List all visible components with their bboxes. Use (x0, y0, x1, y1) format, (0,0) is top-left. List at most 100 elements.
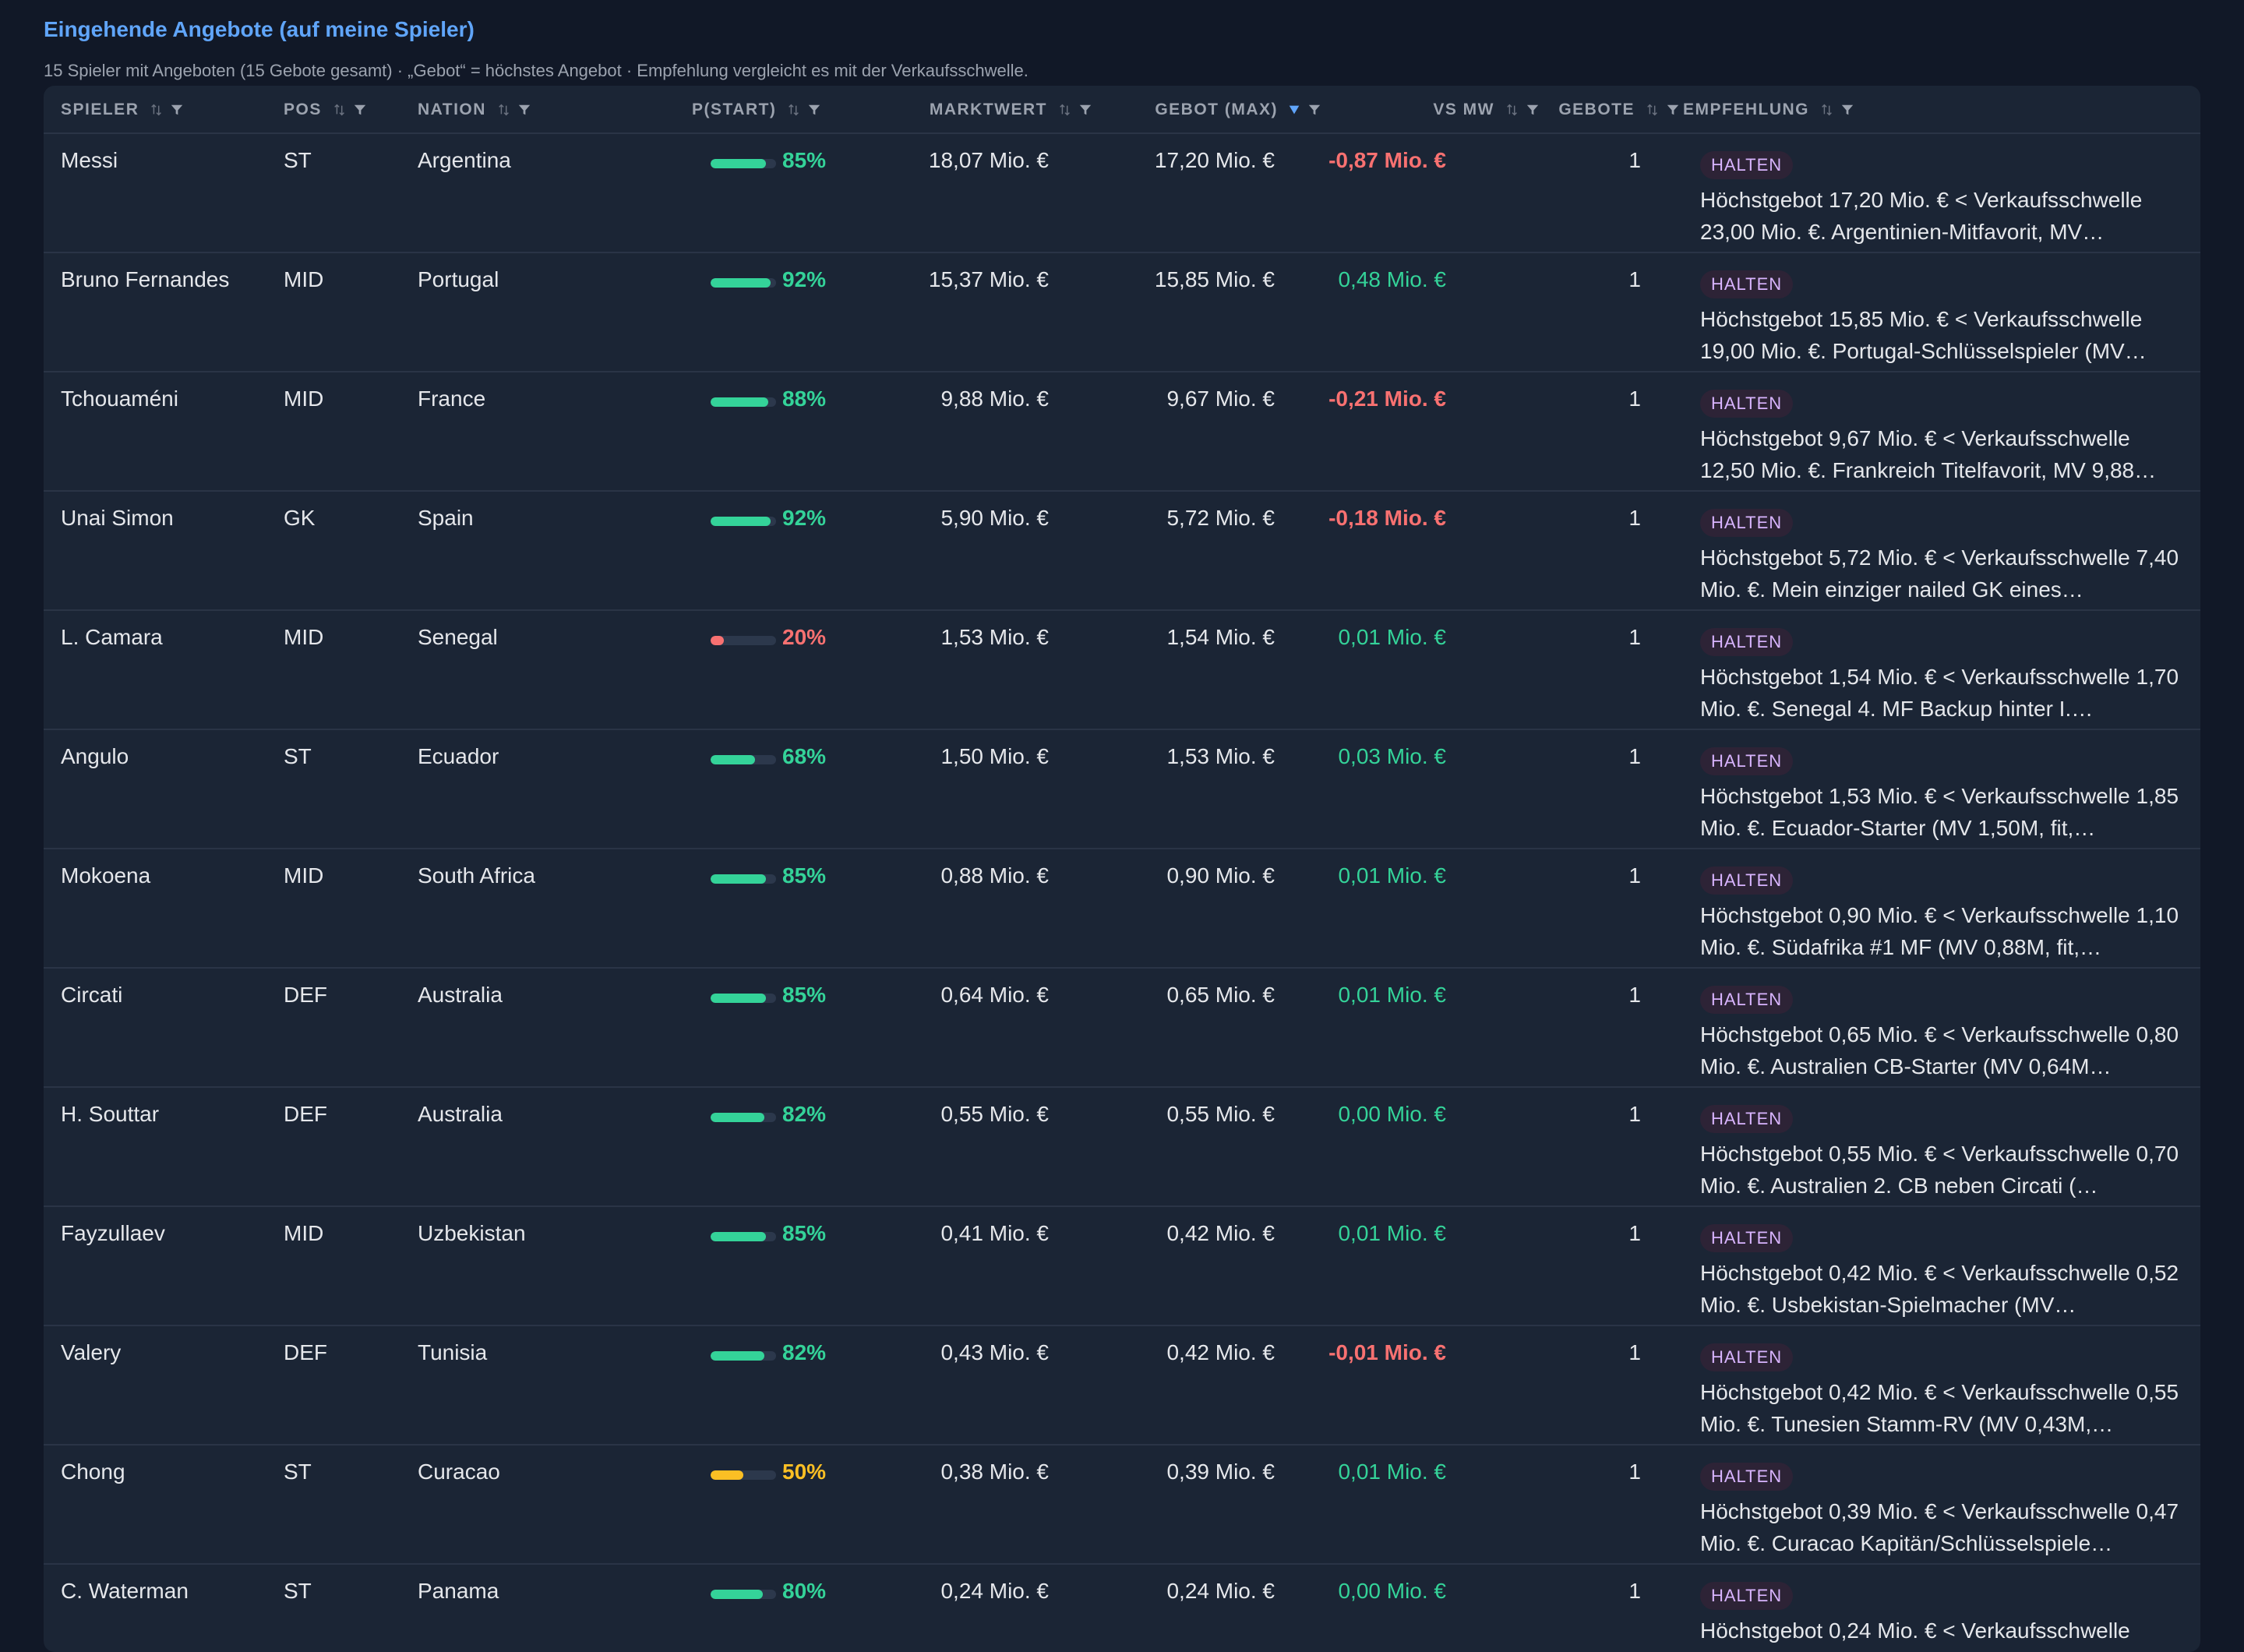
cell-vsmw: 0,01 Mio. € (1338, 1460, 1446, 1484)
cell-pos: DEF (284, 983, 327, 1007)
cell-nation: South Africa (418, 863, 535, 888)
table-row[interactable]: L. Camara MID Senegal 1,53 Mio. € 1,54 Mio. … (44, 611, 2200, 730)
sort-icon[interactable] (1505, 102, 1519, 118)
column-header-label: POS (284, 101, 322, 118)
cell-spieler[interactable]: Tchouaméni (61, 387, 178, 411)
cell-spieler[interactable]: Fayzullaev (61, 1221, 165, 1245)
filter-icon[interactable] (807, 103, 821, 117)
recommendation-badge: HALTEN (1700, 1343, 1794, 1371)
cell-spieler[interactable]: C. Waterman (61, 1579, 189, 1603)
cell-pos: ST (284, 1579, 312, 1603)
cell-vsmw: 0,00 Mio. € (1338, 1579, 1446, 1603)
start-probability-value: 82% (782, 1340, 827, 1364)
cell-marktwert: 0,24 Mio. € (940, 1579, 1049, 1603)
column-header-gebote[interactable]: GEBOTE (1547, 86, 1680, 134)
filter-icon[interactable] (1307, 103, 1321, 117)
cell-nation: Argentina (418, 148, 511, 172)
start-probability-bar (711, 1113, 776, 1122)
sort-icon[interactable] (333, 102, 347, 118)
table-row[interactable]: Chong ST Curacao 0,38 Mio. € 0,39 Mio. € 0,01… (44, 1446, 2200, 1565)
table-row[interactable]: Angulo ST Ecuador 1,50 Mio. € 1,53 Mio. € 0,0… (44, 730, 2200, 849)
start-probability-bar (711, 994, 776, 1003)
table-row[interactable]: Messi ST Argentina 18,07 Mio. € 17,20 Mio. €… (44, 134, 2200, 253)
table-row[interactable]: Unai Simon GK Spain 5,90 Mio. € 5,72 Mio. € -… (44, 492, 2200, 611)
table-row[interactable]: Circati DEF Australia 0,64 Mio. € 0,65 Mio. … (44, 969, 2200, 1088)
column-header-empfehlung[interactable]: EMPFEHLUNG (1683, 86, 1917, 134)
column-header-label: EMPFEHLUNG (1683, 101, 1809, 118)
start-probability-bar (711, 874, 776, 884)
recommendation-badge: HALTEN (1700, 628, 1794, 656)
recommendation-badge: HALTEN (1700, 1105, 1794, 1133)
cell-marktwert: 0,43 Mio. € (940, 1340, 1049, 1364)
start-probability-value: 88% (782, 387, 827, 411)
cell-spieler[interactable]: Valery (61, 1340, 122, 1364)
table-row[interactable]: Tchouaméni MID France 9,88 Mio. € 9,67 Mio. … (44, 372, 2200, 492)
sort-icon[interactable] (1058, 102, 1072, 118)
sort-icon[interactable] (787, 102, 801, 118)
table-row[interactable]: C. Waterman ST Panama 0,24 Mio. € 0,24 Mio. … (44, 1565, 2200, 1652)
cell-gebot: 9,67 Mio. € (1166, 387, 1275, 411)
start-probability-value: 85% (782, 1221, 827, 1245)
cell-pos: MID (284, 863, 324, 888)
start-probability-fill (711, 874, 767, 884)
column-header-spieler[interactable]: SPIELER (61, 86, 263, 134)
table-row[interactable]: Fayzullaev MID Uzbekistan 0,41 Mio. € 0,42 M… (44, 1207, 2200, 1326)
sort-icon[interactable] (1646, 102, 1660, 118)
column-header-nation[interactable]: NATION (418, 86, 651, 134)
cell-vsmw: -0,21 Mio. € (1328, 387, 1446, 411)
table-row[interactable]: Bruno Fernandes MID Portugal 15,37 Mio. € 15… (44, 253, 2200, 372)
start-probability-fill (711, 1351, 764, 1361)
start-probability-fill (711, 159, 767, 168)
start-probability-fill (711, 1232, 767, 1241)
cell-spieler[interactable]: Bruno Fernandes (61, 267, 230, 291)
cell-spieler[interactable]: Circati (61, 983, 123, 1007)
cell-spieler[interactable]: Angulo (61, 744, 129, 768)
column-header-pos[interactable]: POS (284, 86, 400, 134)
start-probability-bar (711, 1590, 776, 1599)
cell-spieler[interactable]: L. Camara (61, 625, 163, 649)
filter-icon[interactable] (1078, 103, 1092, 117)
sort-icon[interactable] (150, 102, 164, 118)
sort-icon[interactable] (497, 102, 511, 118)
cell-spieler[interactable]: Chong (61, 1460, 125, 1484)
column-header-marktwert[interactable]: MARKTWERT (877, 86, 1092, 134)
cell-gebote: 1 (1628, 1221, 1641, 1245)
cell-vsmw: 0,01 Mio. € (1338, 1221, 1446, 1245)
recommendation-text: Höchstgebot 1,53 Mio. € < Verkaufsschwel… (1700, 784, 2179, 840)
filter-icon[interactable] (1526, 103, 1540, 117)
table-header: SPIELER POS NATION P(START) MARKTWERT GEBOT (… (44, 86, 2200, 134)
table-row[interactable]: Mokoena MID South Africa 0,88 Mio. € 0,90 Mi… (44, 849, 2200, 969)
start-probability-bar (711, 159, 776, 168)
cell-nation: Curacao (418, 1460, 500, 1484)
cell-spieler[interactable]: Messi (61, 148, 118, 172)
column-header-vsmw[interactable]: VS MW (1329, 86, 1540, 134)
column-header-pstart[interactable]: P(START) (692, 86, 879, 134)
column-header-gebot[interactable]: GEBOT (MAX) (1103, 86, 1321, 134)
cell-gebot: 15,85 Mio. € (1154, 267, 1275, 291)
table-row[interactable]: H. Souttar DEF Australia 0,55 Mio. € 0,55 Mi… (44, 1088, 2200, 1207)
start-probability-fill (711, 1590, 764, 1599)
cell-gebote: 1 (1628, 1460, 1641, 1484)
filter-icon[interactable] (1666, 103, 1680, 117)
column-header-label: GEBOTE (1558, 101, 1635, 118)
filter-icon[interactable] (1840, 103, 1854, 117)
filter-icon[interactable] (170, 103, 184, 117)
table-row[interactable]: Valery DEF Tunisia 0,43 Mio. € 0,42 Mio. € -0… (44, 1326, 2200, 1446)
start-probability-value: 92% (782, 506, 827, 530)
start-probability-bar (711, 755, 776, 764)
start-probability-fill (711, 517, 771, 526)
cell-gebote: 1 (1628, 625, 1641, 649)
start-probability-fill (711, 636, 724, 645)
recommendation-badge: HALTEN (1700, 509, 1794, 537)
cell-spieler[interactable]: H. Souttar (61, 1102, 160, 1126)
start-probability-bar (711, 1232, 776, 1241)
filter-icon[interactable] (353, 103, 367, 117)
recommendation-text: Höchstgebot 0,90 Mio. € < Verkaufsschwel… (1700, 903, 2179, 959)
cell-gebote: 1 (1628, 744, 1641, 768)
sort-desc-active-icon[interactable] (1287, 103, 1301, 117)
filter-icon[interactable] (517, 103, 531, 117)
cell-spieler[interactable]: Unai Simon (61, 506, 174, 530)
cell-nation: Australia (418, 1102, 503, 1126)
cell-spieler[interactable]: Mokoena (61, 863, 151, 888)
sort-icon[interactable] (1820, 102, 1834, 118)
